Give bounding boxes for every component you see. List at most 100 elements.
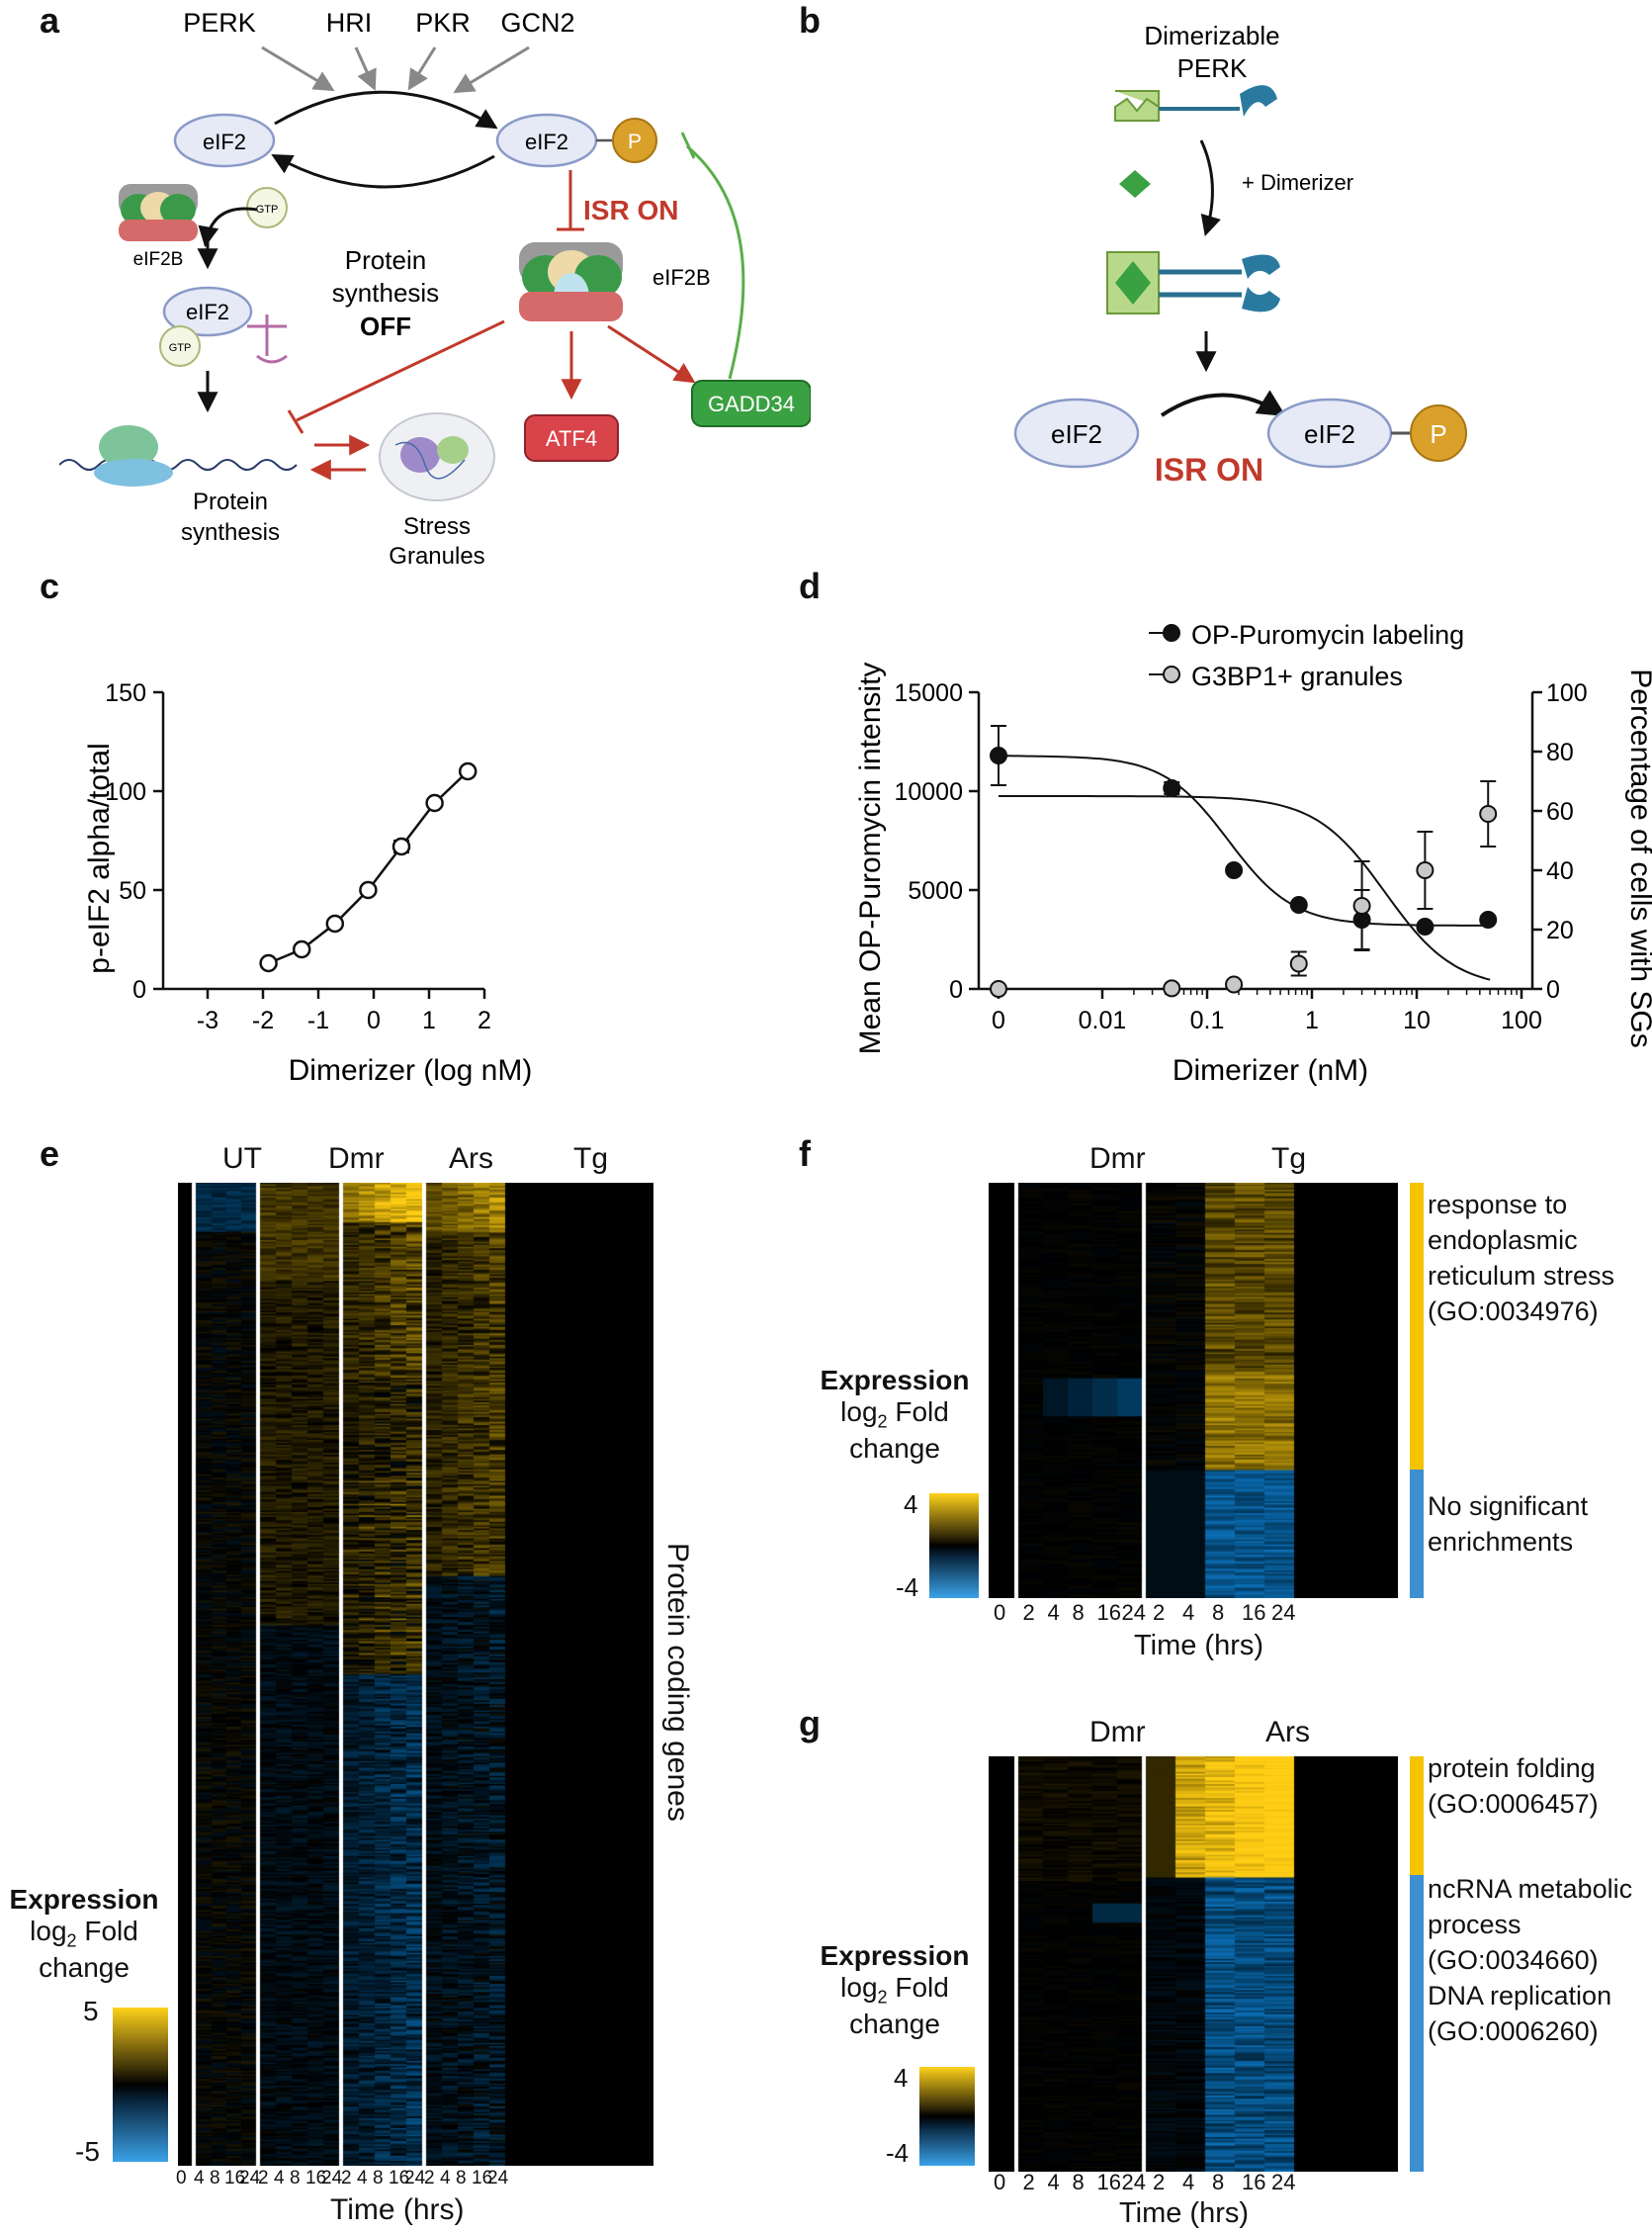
heat-g-tick-label: 24 — [1121, 2170, 1146, 2194]
psoff-line2: synthesis — [332, 278, 439, 308]
group-dmr-g: Dmr — [1089, 1716, 1146, 1748]
heat-g-tick-label: 16 — [1096, 2170, 1121, 2194]
chart-d-point-sg — [1289, 954, 1308, 973]
chart-c-ylabel: p-eIF2 alpha/total — [83, 743, 116, 973]
eif2b-small-label: eIF2B — [133, 249, 184, 270]
chart-d-y2tick-label: 80 — [1546, 739, 1574, 766]
heat-g-tick-label: 2 — [1153, 2170, 1166, 2194]
heat-f-tick-label: 0 — [994, 1600, 1006, 1625]
annotation-f-er-stress: response to endoplasmic reticulum stress… — [1428, 1190, 1615, 1326]
heatmap-e-tick-label: 0 — [176, 2168, 187, 2188]
annotation-g-protein-folding: protein folding (GO:0006457) — [1428, 1753, 1599, 1819]
stress-granules-line1: Stress — [403, 513, 471, 540]
chart-c-ytick-label: 100 — [105, 778, 146, 806]
annotation-f-no-sig: No significant enrichments — [1428, 1491, 1589, 1557]
legend-e-max: 5 — [83, 1996, 99, 2026]
heat-f-tick-label: 2 — [1153, 1600, 1166, 1625]
chart-d-xlabel: Dimerizer (nM) — [1173, 1054, 1368, 1087]
heatmap-e-tick-label: 16 — [389, 2168, 410, 2188]
heatmap-e — [178, 1183, 653, 2166]
heat-f-tick-label: 2 — [1022, 1600, 1035, 1625]
chart-c-xtick-label: -2 — [252, 1007, 274, 1034]
heatmap-e-xlabel: Time (hrs) — [330, 2193, 465, 2226]
protein-synthesis-line2: synthesis — [181, 519, 280, 546]
legend-e-sub1: log2 Fold — [30, 1916, 138, 1951]
chart-d-point-sg — [1225, 975, 1244, 994]
dimerizable-line1: Dimerizable — [1144, 21, 1279, 50]
chart-d-point-sg — [1479, 805, 1498, 823]
legend-e-min: -5 — [75, 2136, 100, 2167]
chart-d-y2tick-label: 0 — [1546, 976, 1560, 1004]
legend-series-op: OP-Puromycin labeling — [1191, 620, 1464, 650]
chart-d-fit-op — [999, 755, 1491, 927]
annotation-g-ncrna: ncRNA metabolic process (GO:0034660) DNA… — [1428, 1874, 1633, 2046]
chart-c-point — [259, 953, 278, 973]
heatmap-e-tick-label: 16 — [224, 2168, 246, 2188]
chart-d-point-op — [1163, 779, 1181, 797]
heatmap-f-xlabel: Time (hrs) — [1134, 1630, 1264, 1661]
panel-letter-g: g — [799, 1703, 821, 1743]
ribosome-icon — [59, 425, 298, 487]
perk-dimer-icon — [1106, 251, 1280, 314]
chart-c-xtick-label: -3 — [197, 1007, 218, 1034]
heatmap-e-tick-label: 24 — [404, 2168, 426, 2188]
chart-c-ytick-label: 50 — [119, 877, 146, 905]
heatmap-e-tick-label: 2 — [258, 2168, 269, 2188]
heatmap-e-tick-label: 4 — [274, 2168, 285, 2188]
chart-c-point — [425, 793, 444, 813]
perk-monomer-icon — [1114, 85, 1277, 122]
heat-f-tick-label: 4 — [1182, 1600, 1195, 1625]
kinase-pkr: PKR — [415, 8, 471, 38]
heat-f-tick-label: 16 — [1096, 1600, 1121, 1625]
heat-g-tick-label: 8 — [1072, 2170, 1085, 2194]
group-ut: UT — [222, 1142, 262, 1175]
heat-f-tick-label: 8 — [1072, 1600, 1085, 1625]
isr-on-label-b: ISR ON — [1155, 452, 1263, 488]
psoff-line1: Protein — [345, 245, 426, 275]
chart-d-y2tick-label: 100 — [1546, 679, 1588, 707]
chart-d-ytick-label: 10000 — [894, 778, 963, 806]
annotation-bar-f-yellow — [1410, 1183, 1424, 1470]
chart-c-ytick-label: 0 — [132, 976, 146, 1004]
heat-g-tick-label: 4 — [1182, 2170, 1195, 2194]
dimerizer-label: + Dimerizer — [1242, 170, 1353, 195]
legend-f-sub2: change — [849, 1432, 940, 1464]
chart-d-xtick-label: 100 — [1501, 1007, 1542, 1034]
chart-d-xtick-label: 0 — [992, 1007, 1005, 1034]
chart-c-point — [359, 880, 378, 900]
stress-granules-line2: Granules — [389, 543, 484, 570]
eif2-b-left-label: eIF2 — [1051, 419, 1102, 449]
heat-g-tick-label: 4 — [1047, 2170, 1060, 2194]
chart-d-xtick-label: 1 — [1305, 1007, 1319, 1034]
heat-f-tick-label: 16 — [1242, 1600, 1266, 1625]
heatmap-e-tick-label: 24 — [239, 2168, 261, 2188]
legend-e-colorbar — [113, 2008, 168, 2162]
gadd34-label: GADD34 — [708, 392, 795, 416]
heatmap-f — [989, 1183, 1398, 1598]
protein-synthesis-line1: Protein — [193, 489, 268, 515]
chart-c-xtick-label: -1 — [307, 1007, 329, 1034]
gadd34-box — [691, 380, 811, 427]
kinase-hri: HRI — [326, 8, 373, 38]
chart-d-point-op — [1225, 861, 1244, 879]
legend-marker-sg — [1163, 666, 1180, 683]
legend-e: Expression log2 Fold change — [0, 1884, 168, 1984]
heatmap-e-tick-label: 4 — [194, 2168, 205, 2188]
chart-d-fit-sg — [999, 795, 1491, 981]
kinase-gcn2: GCN2 — [500, 8, 574, 38]
heat-g-tick-label: 8 — [1212, 2170, 1225, 2194]
heatmap-e-tick-label: 8 — [210, 2168, 220, 2188]
eif2-gtp-label: eIF2 — [186, 300, 229, 324]
legend-g-min: -4 — [886, 2138, 910, 2168]
chart-d-point-sg — [1163, 979, 1181, 998]
chart-d-point-op — [1479, 911, 1498, 929]
legend-g-colorbar — [919, 2067, 975, 2166]
chart-d-point-op — [1289, 896, 1308, 914]
chart-d-point-op — [1416, 918, 1435, 936]
eif2-left-shape — [173, 113, 276, 168]
chart-c-point — [391, 837, 411, 856]
heatmap-f-ticks: 0 2 4 8 16 24 2 4 8 16 24 — [989, 1600, 1398, 1628]
heat-f-tick-label: 24 — [1271, 1600, 1296, 1625]
group-tg-e: Tg — [573, 1142, 609, 1175]
chart-c-point — [458, 761, 478, 781]
